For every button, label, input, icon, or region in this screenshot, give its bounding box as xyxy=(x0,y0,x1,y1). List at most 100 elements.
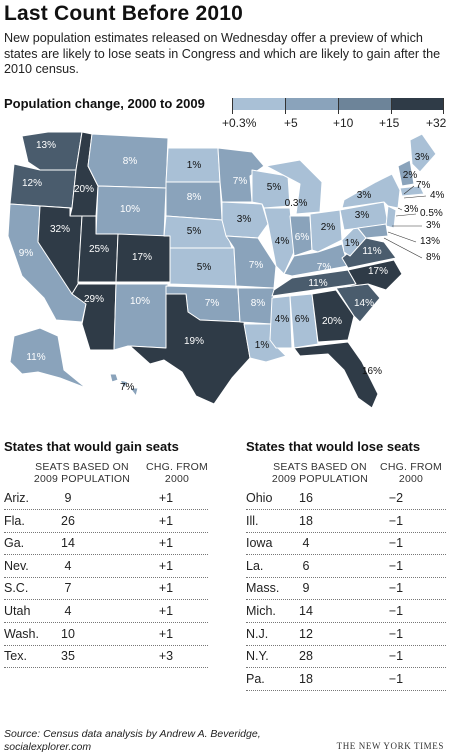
state-oregon xyxy=(9,163,77,209)
row-seats: 14 xyxy=(299,604,313,618)
row-divider xyxy=(4,576,208,578)
label-la: 1% xyxy=(255,340,270,351)
gain-col-chg: CHG. FROM 2000 xyxy=(146,461,208,485)
label-in: 6% xyxy=(295,232,310,243)
label-va: 11% xyxy=(362,246,381,257)
table-row: N.J. 12 −1 xyxy=(246,624,446,646)
row-change: +1 xyxy=(158,581,174,596)
row-state: Tex. xyxy=(4,649,27,664)
row-seats: 4 xyxy=(302,536,310,551)
table-row: Utah 4 +1 xyxy=(4,601,208,623)
label-ut: 25% xyxy=(89,244,109,255)
row-state: N.J. xyxy=(246,626,269,641)
legend-label-3: +10 xyxy=(333,116,354,130)
label-ia: 3% xyxy=(237,214,252,225)
label-tx: 19% xyxy=(184,336,204,347)
table-row: Ill. 18 −1 xyxy=(246,511,446,533)
label-wv: 1% xyxy=(345,238,360,249)
row-divider xyxy=(246,644,446,646)
table-row: Ohio 16 −2 xyxy=(246,488,446,510)
label-il: 4% xyxy=(275,236,290,247)
row-state: Ga. xyxy=(4,536,25,551)
label-me: 3% xyxy=(415,152,430,163)
row-seats: 14 xyxy=(61,536,75,551)
row-change: −1 xyxy=(388,513,404,528)
label-ma-out: 7% xyxy=(416,180,431,191)
label-sd: 8% xyxy=(187,192,202,203)
state-vermont-nh xyxy=(397,159,415,187)
label-nc: 17% xyxy=(368,266,388,277)
row-divider xyxy=(4,622,208,623)
label-ct-out: 3% xyxy=(404,204,419,215)
state-washington xyxy=(21,131,83,171)
state-alabama xyxy=(289,293,319,349)
legend-ticks xyxy=(232,98,444,114)
state-maryland xyxy=(357,223,389,239)
label-md-out: 13% xyxy=(420,236,440,247)
row-seats: 18 xyxy=(299,671,313,686)
table-row: Pa. 18 −1 xyxy=(246,669,446,691)
row-change: −1 xyxy=(388,626,404,641)
state-michigan xyxy=(265,159,323,215)
credit-line: THE NEW YORK TIMES xyxy=(336,741,444,751)
table-row: La. 6 −1 xyxy=(246,556,446,578)
gain-col-seats: SEATS BASED ON 2009 POPULATION xyxy=(33,461,131,485)
label-nd: 1% xyxy=(187,160,202,171)
row-seats: 12 xyxy=(299,626,313,641)
row-change: +1 xyxy=(158,513,174,528)
graphic-deck: New population estimates released on Wed… xyxy=(4,31,441,77)
source-note: Source: Census data analysis by Andrew A… xyxy=(4,728,261,753)
label-nm: 10% xyxy=(130,296,150,307)
lose-col-chg: CHG. FROM 2000 xyxy=(380,461,442,485)
lose-col-seats: SEATS BASED ON 2009 POPULATION xyxy=(271,461,369,485)
row-seats: 4 xyxy=(64,604,72,618)
row-state: Utah xyxy=(4,604,31,618)
label-id: 20% xyxy=(74,184,94,195)
label-ca: 9% xyxy=(19,248,34,259)
label-mi: 0.3% xyxy=(285,198,308,209)
row-change: −1 xyxy=(388,536,404,551)
state-florida xyxy=(293,341,379,409)
table-row: Ariz. 9 +1 xyxy=(4,488,208,510)
row-divider xyxy=(246,667,446,669)
label-dc-out: 8% xyxy=(426,252,441,263)
row-state: N.Y. xyxy=(246,649,269,664)
label-ks: 5% xyxy=(197,262,212,273)
label-de-out: 3% xyxy=(426,220,441,231)
label-ri-out: 4% xyxy=(430,190,445,201)
label-az: 29% xyxy=(84,294,104,305)
label-mt: 8% xyxy=(123,156,138,167)
row-change: +3 xyxy=(158,649,174,664)
state-new-jersey xyxy=(385,205,397,229)
label-sc: 14% xyxy=(354,298,374,309)
label-wi: 5% xyxy=(267,182,282,193)
state-georgia xyxy=(311,289,355,343)
state-ohio xyxy=(309,209,343,253)
label-ny: 3% xyxy=(357,190,372,201)
row-state: Wash. xyxy=(4,626,39,641)
row-change: +1 xyxy=(158,558,174,573)
label-ky: 7% xyxy=(317,262,332,273)
legend-swatch-3 xyxy=(338,98,391,110)
map-svg: 13% 12% 20% 8% 10% 9% 32% 25% 17% 29% 10… xyxy=(7,131,445,409)
label-ak: 11% xyxy=(26,352,45,363)
row-change: +1 xyxy=(158,536,174,551)
legend-label-4: +15 xyxy=(379,116,400,130)
state-new-mexico xyxy=(113,283,169,351)
legend-swatch-4 xyxy=(391,98,444,110)
label-mo: 7% xyxy=(249,260,264,271)
row-change: +1 xyxy=(158,491,174,505)
label-ga: 20% xyxy=(322,316,342,327)
state-north-carolina xyxy=(335,259,403,291)
legend-swatch-1 xyxy=(232,98,285,110)
row-divider xyxy=(4,554,208,556)
label-mn: 7% xyxy=(233,176,248,187)
table-row: Tex. 35 +3 xyxy=(4,646,208,669)
label-nv: 32% xyxy=(50,224,70,235)
row-seats: 4 xyxy=(64,558,72,573)
row-seats: 6 xyxy=(302,558,310,573)
legend-color-bar xyxy=(232,98,444,110)
row-change: −2 xyxy=(388,491,404,505)
row-divider xyxy=(246,689,446,691)
state-kentucky xyxy=(283,243,349,277)
